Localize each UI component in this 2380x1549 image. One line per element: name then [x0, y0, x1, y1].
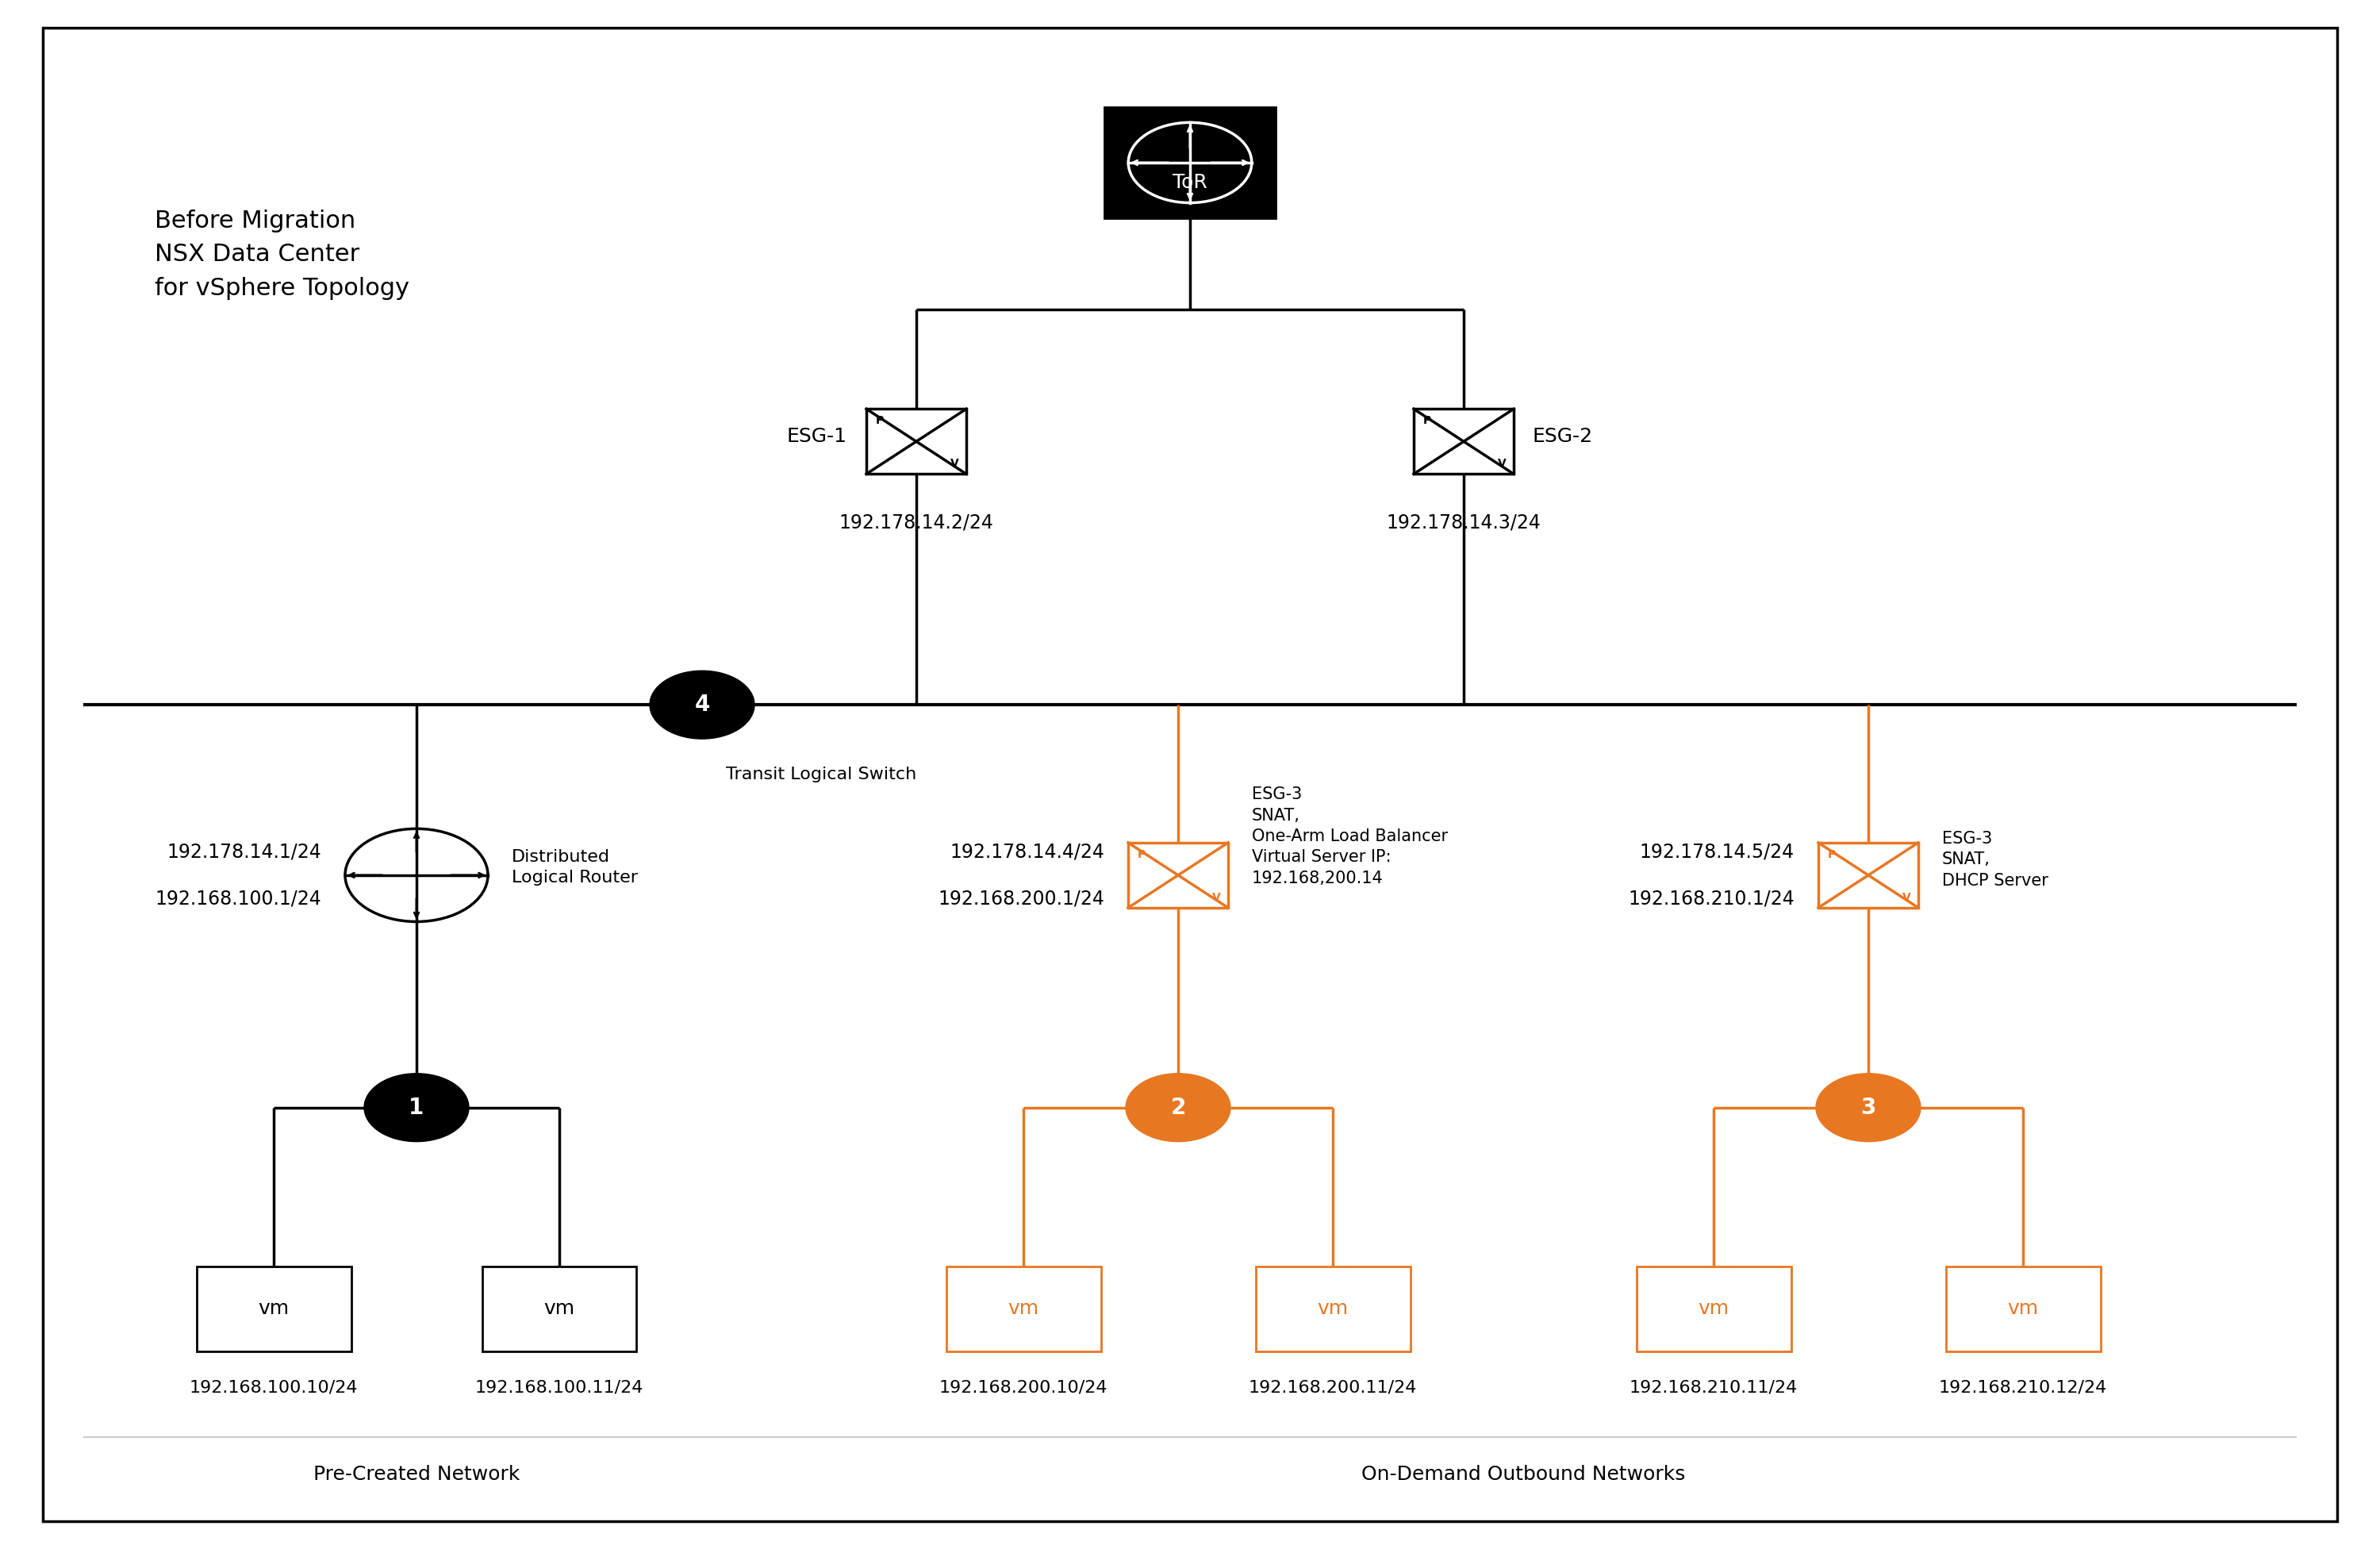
FancyBboxPatch shape: [43, 28, 2337, 1521]
Text: Distributed
Logical Router: Distributed Logical Router: [512, 849, 638, 886]
Bar: [1128, 843, 1228, 908]
Text: 2: 2: [1171, 1097, 1185, 1118]
Bar: [866, 409, 966, 474]
Bar: [945, 1267, 1100, 1351]
Circle shape: [364, 1073, 469, 1142]
Text: 192.178.14.5/24: 192.178.14.5/24: [1640, 843, 1795, 861]
Text: 192.168.210.11/24: 192.168.210.11/24: [1630, 1379, 1797, 1396]
Text: P: P: [1423, 415, 1430, 426]
Circle shape: [1126, 1073, 1230, 1142]
Bar: [1637, 1267, 1790, 1351]
Text: ToR: ToR: [1173, 172, 1207, 192]
Bar: [481, 1267, 635, 1351]
Text: 192.168.100.1/24: 192.168.100.1/24: [155, 889, 321, 908]
Bar: [195, 1267, 352, 1351]
Bar: [1947, 1267, 2099, 1351]
Text: 192.178.14.4/24: 192.178.14.4/24: [950, 843, 1104, 861]
Text: 192.168.100.11/24: 192.168.100.11/24: [476, 1379, 643, 1396]
Text: 192.178.14.1/24: 192.178.14.1/24: [167, 843, 321, 861]
Bar: [1818, 843, 1918, 908]
Text: P: P: [876, 415, 883, 426]
Text: ESG-3
SNAT,
DHCP Server: ESG-3 SNAT, DHCP Server: [1942, 830, 2049, 889]
Text: Transit Logical Switch: Transit Logical Switch: [726, 767, 916, 782]
Bar: [1414, 409, 1514, 474]
Text: P: P: [1828, 849, 1835, 860]
Text: vm: vm: [1697, 1300, 1730, 1318]
Text: V: V: [1497, 459, 1507, 469]
Text: 3: 3: [1861, 1097, 1875, 1118]
Bar: [1257, 1267, 1409, 1351]
Text: V: V: [950, 459, 959, 469]
Text: On-Demand Outbound Networks: On-Demand Outbound Networks: [1361, 1465, 1685, 1484]
Text: 192.178.14.3/24: 192.178.14.3/24: [1388, 513, 1540, 531]
Text: 4: 4: [695, 694, 709, 716]
Circle shape: [1816, 1073, 1921, 1142]
Bar: [1104, 107, 1276, 218]
Text: 192.168.200.10/24: 192.168.200.10/24: [940, 1379, 1107, 1396]
Text: 192.168.210.1/24: 192.168.210.1/24: [1628, 889, 1795, 908]
Text: vm: vm: [257, 1300, 290, 1318]
Text: 192.168.200.11/24: 192.168.200.11/24: [1250, 1379, 1416, 1396]
Circle shape: [650, 671, 754, 739]
Text: vm: vm: [2006, 1300, 2040, 1318]
Text: ESG-1: ESG-1: [788, 428, 847, 446]
Text: V: V: [1902, 892, 1911, 903]
Text: ESG-3
SNAT,
One-Arm Load Balancer
Virtual Server IP:
192.168,200.14: ESG-3 SNAT, One-Arm Load Balancer Virtua…: [1252, 787, 1447, 886]
Text: vm: vm: [1007, 1300, 1040, 1318]
Text: P: P: [1138, 849, 1145, 860]
Text: ESG-2: ESG-2: [1533, 428, 1592, 446]
Text: Pre-Created Network: Pre-Created Network: [314, 1465, 519, 1484]
Text: vm: vm: [1316, 1300, 1349, 1318]
Text: 192.168.200.1/24: 192.168.200.1/24: [938, 889, 1104, 908]
Text: Before Migration
NSX Data Center
for vSphere Topology: Before Migration NSX Data Center for vSp…: [155, 209, 409, 301]
Text: 192.178.14.2/24: 192.178.14.2/24: [840, 513, 992, 531]
Text: 192.168.210.12/24: 192.168.210.12/24: [1940, 1379, 2106, 1396]
Text: V: V: [1211, 892, 1221, 903]
Text: 1: 1: [409, 1097, 424, 1118]
Text: vm: vm: [543, 1300, 576, 1318]
Text: 192.168.100.10/24: 192.168.100.10/24: [190, 1379, 357, 1396]
